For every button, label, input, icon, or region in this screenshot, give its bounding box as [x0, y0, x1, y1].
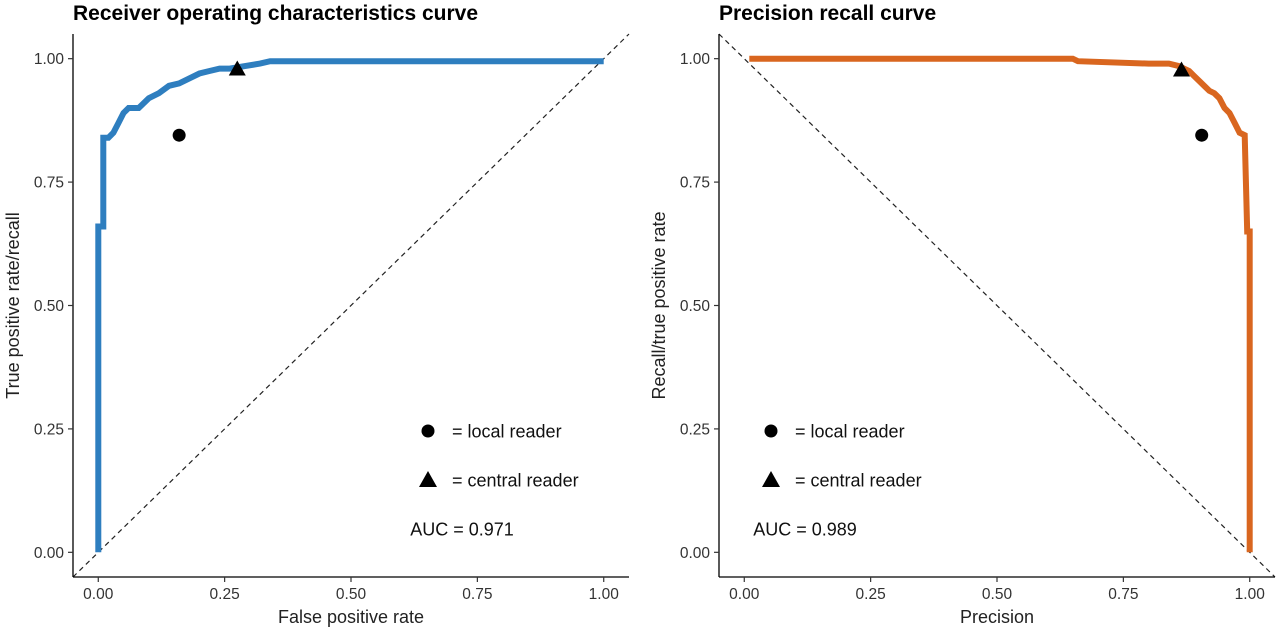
auc-annotation: AUC = 0.971	[410, 520, 514, 540]
y-axis-label: Recall/true positive rate	[649, 211, 669, 399]
y-tick-label: 0.25	[34, 421, 64, 438]
chart-title: Precision recall curve	[719, 2, 936, 25]
reference-diagonal-line	[718, 33, 1276, 578]
chart-panel-2: Precision recall curve 0.00 0.25 0.50 0.75 1.…	[649, 2, 1276, 627]
legend-label: = central reader	[795, 471, 922, 491]
y-tick-label: 0.25	[680, 421, 710, 438]
y-axis-label: True positive rate/recall	[3, 212, 23, 398]
y-tick-label: 0.50	[34, 298, 65, 315]
series-line-1	[95, 58, 604, 553]
x-tick-label: 0.25	[210, 586, 240, 603]
chart-title: Receiver operating characteristics curve	[73, 2, 478, 25]
y-tick-label: 0.75	[34, 175, 64, 192]
series-line-1	[749, 55, 1253, 553]
x-axis-label: False positive rate	[278, 607, 424, 627]
legend-circle-icon	[764, 424, 778, 438]
legend-label: = central reader	[452, 471, 579, 491]
y-tick-label: 0.00	[34, 545, 65, 562]
x-tick-label: 0.50	[336, 586, 367, 603]
legend: = local reader = central reader	[419, 422, 579, 491]
x-tick-label: 0.00	[83, 586, 114, 603]
legend-label: = local reader	[452, 422, 562, 442]
chart-panel-1: Receiver operating characteristics curve…	[3, 2, 630, 627]
reference-diagonal-line	[72, 33, 630, 578]
legend: = local reader = central reader	[762, 422, 922, 491]
y-tick-label: 0.00	[680, 545, 711, 562]
legend-circle-icon	[421, 424, 435, 438]
x-tick-label: 0.25	[856, 586, 886, 603]
x-tick-label: 0.75	[1108, 586, 1138, 603]
auc-annotation: AUC = 0.989	[753, 520, 857, 540]
x-axis-label: Precision	[960, 607, 1034, 627]
x-tick-label: 1.00	[1235, 586, 1266, 603]
x-tick-label: 0.50	[982, 586, 1013, 603]
y-tick-label: 1.00	[680, 51, 711, 68]
y-tick-label: 0.50	[680, 298, 711, 315]
x-tick-label: 0.75	[462, 586, 492, 603]
x-tick-label: 1.00	[589, 586, 620, 603]
legend-label: = local reader	[795, 422, 905, 442]
central-reader-point	[228, 60, 246, 76]
y-tick-label: 0.75	[680, 175, 710, 192]
legend-triangle-icon	[419, 471, 437, 487]
central-reader-point	[1172, 61, 1190, 77]
x-tick-label: 0.00	[729, 586, 760, 603]
legend-triangle-icon	[762, 471, 780, 487]
local-reader-point	[172, 128, 186, 142]
local-reader-point	[1195, 128, 1209, 142]
y-tick-label: 1.00	[34, 51, 65, 68]
